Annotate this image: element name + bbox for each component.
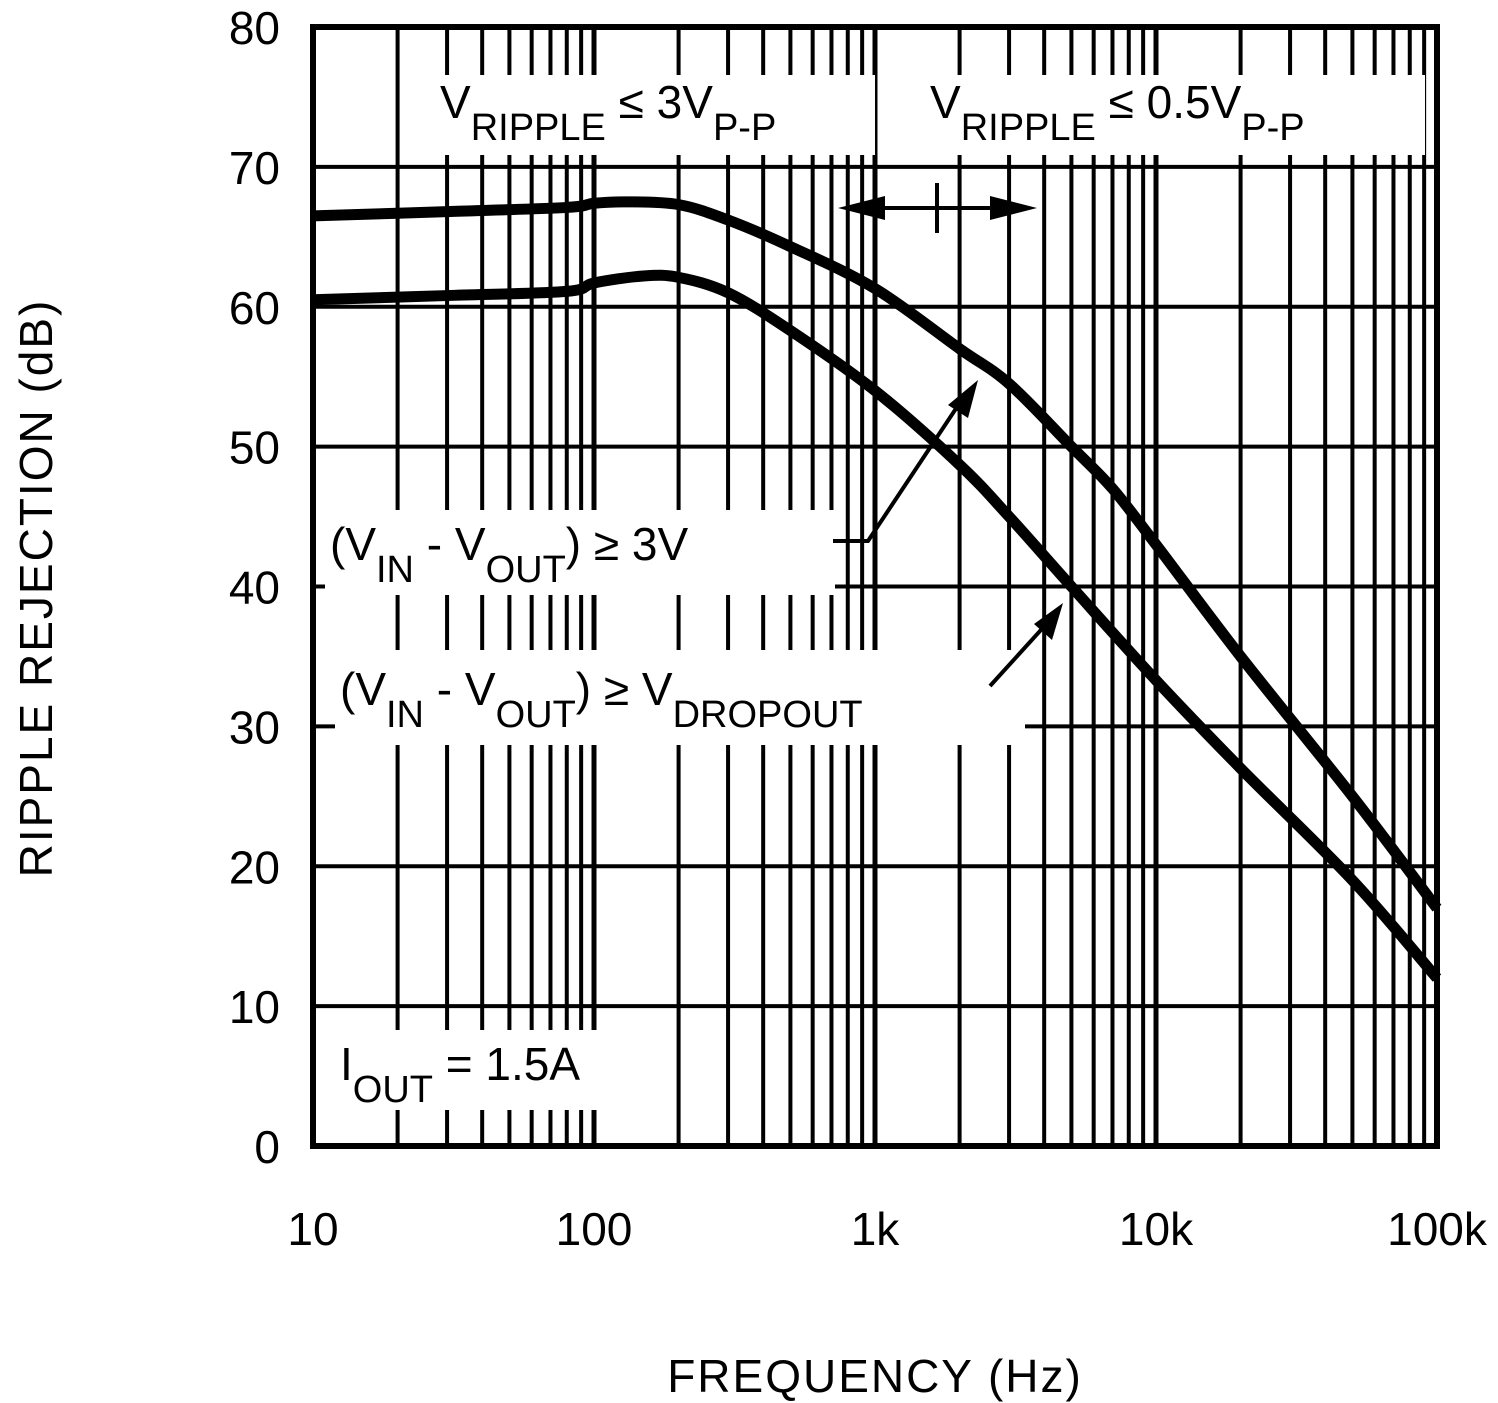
annotation-background bbox=[325, 510, 835, 595]
text-part: - V bbox=[424, 663, 496, 715]
y-tick-label: 10 bbox=[229, 981, 280, 1033]
leader-3v bbox=[833, 393, 967, 543]
text-part: - V bbox=[414, 518, 486, 570]
text-part: ) ≥ 3V bbox=[566, 518, 689, 570]
arrow-right-head bbox=[990, 196, 1037, 220]
y-tick-label: 70 bbox=[229, 142, 280, 194]
annotation-background bbox=[330, 1030, 640, 1110]
annotation-3v-curve: (VIN - VOUT) ≥ 3V bbox=[330, 518, 688, 591]
subscript: DROPOUT bbox=[673, 694, 863, 736]
y-tick-label: 80 bbox=[229, 2, 280, 54]
y-tick-label: 0 bbox=[254, 1121, 280, 1173]
x-tick-label: 10 bbox=[287, 1203, 338, 1255]
subscript: RIPPLE bbox=[961, 107, 1096, 149]
subscript: OUT bbox=[496, 694, 576, 736]
y-tick-label: 60 bbox=[229, 282, 280, 334]
y-axis-label: RIPPLE REJECTION (dB) bbox=[10, 299, 62, 878]
subscript: P-P bbox=[1241, 107, 1304, 149]
annotation-background bbox=[425, 75, 875, 155]
leader-dropout-head bbox=[1034, 603, 1063, 640]
text-part: ≤ 3V bbox=[606, 76, 713, 128]
x-tick-label: 100 bbox=[556, 1203, 633, 1255]
annotation-ripple-3v: VRIPPLE ≤ 3VP-P bbox=[440, 76, 776, 149]
plot-frame bbox=[310, 24, 1440, 1149]
series-line-2 bbox=[312, 269, 1442, 982]
y-tick-label: 50 bbox=[229, 422, 280, 474]
text-part: I bbox=[340, 1038, 353, 1090]
text-part: V bbox=[440, 76, 471, 128]
subscript: IN bbox=[376, 549, 414, 591]
annotation-dropout-curve: (VIN - VOUT) ≥ VDROPOUT bbox=[340, 663, 863, 736]
annotation-background bbox=[335, 650, 1025, 745]
subscript: RIPPLE bbox=[471, 107, 606, 149]
y-tick-label: 20 bbox=[229, 841, 280, 893]
arrow-left-head bbox=[838, 196, 885, 220]
subscript: IN bbox=[386, 694, 424, 736]
grid bbox=[310, 24, 1440, 1149]
annotation-iout: IOUT = 1.5A bbox=[340, 1038, 580, 1111]
curves bbox=[312, 196, 1442, 982]
subscript: OUT bbox=[353, 1069, 433, 1111]
leader-dropout bbox=[988, 618, 1052, 688]
text-part: (V bbox=[330, 518, 376, 570]
subscript: OUT bbox=[486, 549, 566, 591]
annotation-background bbox=[920, 75, 1425, 155]
y-tick-label: 30 bbox=[229, 701, 280, 753]
subscript: P-P bbox=[713, 107, 776, 149]
text-part: V bbox=[930, 76, 961, 128]
annotations: VRIPPLE ≤ 3VP-P VRIPPLE ≤ 0.5VP-P(VIN - V… bbox=[330, 76, 1305, 1111]
text-part: ≤ 0.5V bbox=[1096, 76, 1242, 128]
x-tick-label: 100k bbox=[1387, 1203, 1488, 1255]
series-line-1 bbox=[312, 196, 1442, 912]
leader-3v-head bbox=[948, 380, 978, 418]
text-part: (V bbox=[340, 663, 386, 715]
y-tick-label: 40 bbox=[229, 562, 280, 614]
text-part: ) ≥ V bbox=[576, 663, 673, 715]
annotation-ripple-0.5v: VRIPPLE ≤ 0.5VP-P bbox=[930, 76, 1305, 149]
x-tick-label: 10k bbox=[1119, 1203, 1194, 1255]
x-axis-label: FREQUENCY (Hz) bbox=[667, 1350, 1083, 1402]
x-tick-label: 1k bbox=[851, 1203, 901, 1255]
text-part: = 1.5A bbox=[433, 1038, 580, 1090]
